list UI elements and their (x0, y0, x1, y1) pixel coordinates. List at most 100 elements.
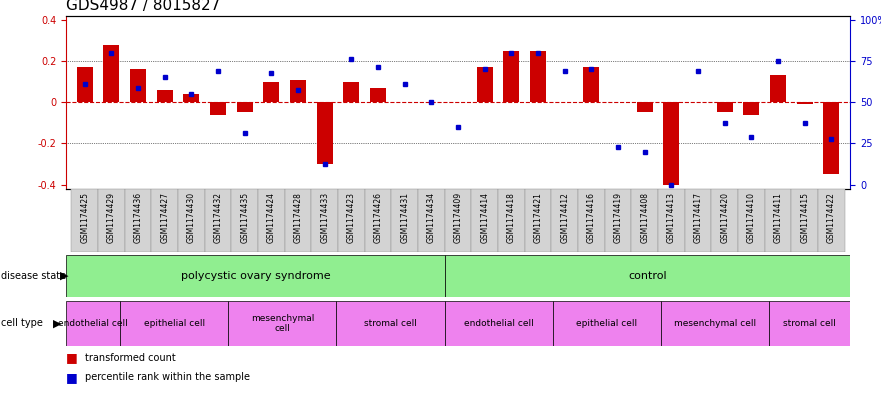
Bar (738, 189, 765, 252)
Text: GSM1174426: GSM1174426 (374, 192, 382, 243)
Bar (744, 102, 759, 114)
Bar (445, 301, 552, 346)
Text: GSM1174424: GSM1174424 (267, 192, 276, 243)
Text: GSM1174412: GSM1174412 (560, 192, 569, 242)
Bar (71, 189, 98, 252)
Text: GSM1174427: GSM1174427 (160, 192, 169, 243)
Bar (312, 189, 338, 252)
Text: GSM1174423: GSM1174423 (347, 192, 356, 243)
Text: GSM1174433: GSM1174433 (321, 192, 329, 243)
Bar (770, 75, 786, 102)
Text: GSM1174414: GSM1174414 (480, 192, 489, 243)
Text: GSM1174434: GSM1174434 (427, 192, 436, 243)
Bar (103, 44, 120, 102)
Text: GSM1174429: GSM1174429 (107, 192, 116, 243)
Bar (445, 255, 850, 297)
Bar (290, 79, 306, 102)
Bar (204, 189, 232, 252)
Text: GSM1174421: GSM1174421 (534, 192, 543, 242)
Text: disease state: disease state (1, 271, 66, 281)
Bar (824, 102, 840, 174)
Text: GSM1174431: GSM1174431 (400, 192, 410, 243)
Text: ▶: ▶ (60, 271, 69, 281)
Text: GSM1174420: GSM1174420 (721, 192, 729, 243)
Text: transformed count: transformed count (85, 353, 176, 363)
Text: GSM1174432: GSM1174432 (213, 192, 223, 243)
Text: GSM1174409: GSM1174409 (454, 192, 463, 243)
Text: GSM1174435: GSM1174435 (241, 192, 249, 243)
Bar (391, 189, 418, 252)
Text: percentile rank within the sample: percentile rank within the sample (85, 372, 250, 382)
Bar (285, 189, 312, 252)
Bar (125, 189, 152, 252)
Text: stromal cell: stromal cell (364, 319, 417, 328)
Text: GSM1174418: GSM1174418 (507, 192, 516, 242)
Bar (66, 255, 445, 297)
Bar (98, 189, 125, 252)
Text: cell type: cell type (1, 318, 43, 328)
Bar (552, 189, 578, 252)
Text: endothelial cell: endothelial cell (463, 319, 534, 328)
Bar (228, 301, 337, 346)
Text: ■: ■ (66, 351, 78, 364)
Bar (344, 82, 359, 102)
Bar (317, 102, 333, 164)
Text: ▶: ▶ (53, 318, 62, 328)
Text: GSM1174415: GSM1174415 (800, 192, 810, 243)
Bar (530, 51, 546, 102)
Bar (685, 189, 712, 252)
Text: GDS4987 / 8015827: GDS4987 / 8015827 (66, 0, 220, 13)
Bar (525, 189, 552, 252)
Bar (232, 189, 258, 252)
Bar (258, 189, 285, 252)
Bar (120, 301, 228, 346)
Bar (445, 189, 471, 252)
Bar (418, 189, 445, 252)
Text: GSM1174425: GSM1174425 (80, 192, 89, 243)
Bar (604, 189, 632, 252)
Text: stromal cell: stromal cell (783, 319, 836, 328)
Bar (637, 102, 653, 112)
Text: control: control (628, 271, 667, 281)
Bar (77, 67, 93, 102)
Text: GSM1174417: GSM1174417 (693, 192, 703, 243)
Bar (66, 301, 120, 346)
Bar (717, 102, 733, 112)
Bar (183, 94, 199, 102)
Bar (552, 301, 661, 346)
Bar (632, 189, 658, 252)
Bar (583, 67, 599, 102)
Bar (210, 102, 226, 114)
Text: ■: ■ (66, 371, 78, 384)
Bar (791, 189, 818, 252)
Bar (337, 301, 445, 346)
Bar (152, 189, 178, 252)
Text: endothelial cell: endothelial cell (58, 319, 128, 328)
Bar (765, 189, 791, 252)
Text: GSM1174419: GSM1174419 (614, 192, 623, 243)
Text: GSM1174416: GSM1174416 (587, 192, 596, 243)
Bar (178, 189, 204, 252)
Bar (338, 189, 365, 252)
Text: GSM1174410: GSM1174410 (747, 192, 756, 243)
Bar (365, 189, 391, 252)
Text: GSM1174422: GSM1174422 (827, 192, 836, 242)
Text: polycystic ovary syndrome: polycystic ovary syndrome (181, 271, 330, 281)
Text: GSM1174408: GSM1174408 (640, 192, 649, 243)
Text: epithelial cell: epithelial cell (144, 319, 204, 328)
Bar (818, 189, 845, 252)
Bar (498, 189, 525, 252)
Bar (471, 189, 498, 252)
Bar (663, 102, 679, 185)
Bar (157, 90, 173, 102)
Text: epithelial cell: epithelial cell (576, 319, 637, 328)
Bar (370, 88, 386, 102)
Text: mesenchymal cell: mesenchymal cell (674, 319, 756, 328)
Text: mesenchymal
cell: mesenchymal cell (251, 314, 314, 333)
Bar (130, 69, 146, 102)
Bar (769, 301, 850, 346)
Bar (237, 102, 253, 112)
Text: GSM1174436: GSM1174436 (134, 192, 143, 243)
Text: GSM1174430: GSM1174430 (187, 192, 196, 243)
Bar (503, 51, 520, 102)
